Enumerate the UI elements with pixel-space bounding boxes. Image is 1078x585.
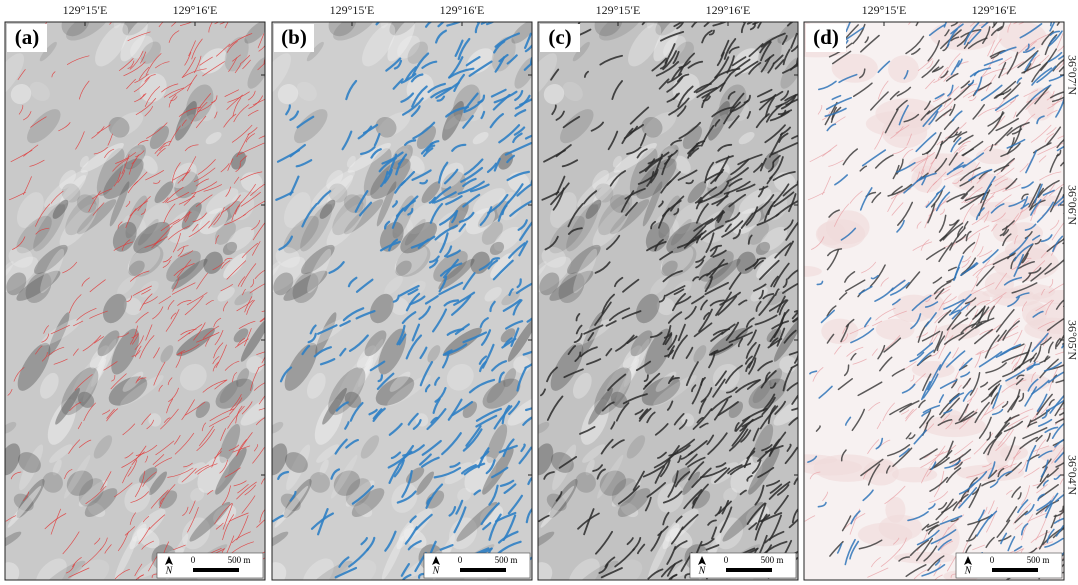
panel-label: (d) (813, 25, 839, 49)
terrain (517, 3, 815, 585)
background-tint (832, 54, 878, 83)
longitude-label: 129°15′E (63, 3, 108, 17)
latitude-label: 36°05′N (1065, 320, 1078, 360)
panel-label: (a) (15, 25, 40, 49)
north-label: N (165, 565, 174, 576)
map-panel: (d) 129°15′E 129°16′E N 0 500 m (778, 3, 1078, 582)
terrain (251, 3, 549, 585)
feature-line (1064, 127, 1075, 140)
background-tint (888, 55, 919, 83)
scale-end: 500 m (1027, 555, 1050, 565)
map-panel: (b) 129°15′E 129°16′E N 0 500 m (251, 3, 549, 585)
scale-start: 0 (724, 555, 729, 565)
feature-line (1063, 565, 1078, 573)
longitude-label: 129°16′E (706, 3, 751, 17)
terrain (0, 3, 282, 585)
longitude-label: 129°16′E (440, 3, 485, 17)
north-label: N (698, 565, 707, 576)
scale-start: 0 (990, 555, 995, 565)
longitude-label: 129°15′E (862, 3, 907, 17)
scale-bar (992, 568, 1038, 572)
background-tint (1005, 374, 1050, 391)
latitude-label: 36°04′N (1065, 455, 1078, 495)
scale-end: 500 m (761, 555, 784, 565)
panel-label: (b) (281, 25, 307, 49)
background-tint (866, 111, 932, 137)
background-tint (863, 460, 899, 485)
background-tint (821, 319, 858, 344)
longitude-label: 129°16′E (173, 3, 218, 17)
background-tint (976, 149, 1010, 165)
scale-end: 500 m (228, 555, 251, 565)
longitude-label: 129°15′E (330, 3, 375, 17)
background-tint (826, 210, 870, 244)
scale-bar (193, 568, 239, 572)
background-tint (985, 272, 1014, 296)
latitude-label: 36°06′N (1065, 185, 1078, 225)
scale-start: 0 (458, 555, 463, 565)
map-panel: (c) 129°15′E 129°16′E N 0 500 m (517, 3, 815, 585)
longitude-label: 129°16′E (972, 3, 1017, 17)
background-tint (912, 361, 955, 378)
map-panel: (a) 129°15′E 129°16′E N 0 500 m (0, 3, 282, 585)
latitude-label: 36°07′N (1065, 55, 1078, 95)
scale-start: 0 (191, 555, 196, 565)
panel-label: (c) (548, 25, 571, 49)
north-label: N (964, 565, 973, 576)
terrain (778, 9, 1078, 583)
feature-line (1064, 295, 1077, 306)
scale-bar (460, 568, 506, 572)
feature-line (1063, 235, 1078, 244)
longitude-label: 129°15′E (596, 3, 641, 17)
north-label: N (432, 565, 441, 576)
figure: (a) 129°15′E 129°16′E N 0 500 m (b) 129°15′E 129… (0, 0, 1078, 585)
feature-line (1064, 233, 1073, 239)
scale-end: 500 m (495, 555, 518, 565)
scale-bar (726, 568, 772, 572)
